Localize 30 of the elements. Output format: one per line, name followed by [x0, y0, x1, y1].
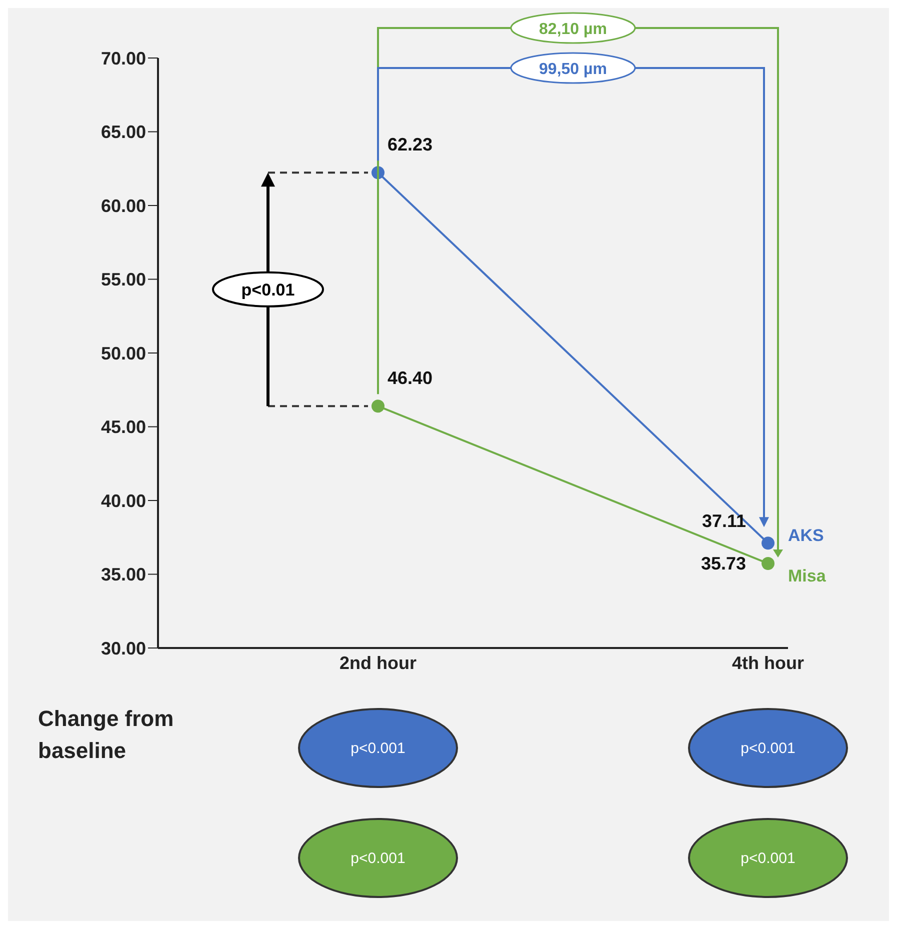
callout-oval: 82,10 µm	[510, 12, 636, 44]
annotation: p<0.01	[241, 280, 295, 300]
data-label: 37.11	[702, 511, 746, 532]
text: Change from baseline	[38, 705, 175, 765]
data-label: 62.23	[387, 134, 433, 155]
y-tick-label: 60.00	[100, 196, 146, 216]
y-tick-label: 50.00	[100, 343, 146, 364]
y-tick-label: 45.00	[100, 417, 146, 438]
text: p<0.001	[298, 818, 458, 898]
callout-oval: 99,50 µm	[510, 52, 636, 84]
text: p<0.001	[688, 708, 848, 788]
annotation: 99,50 µm	[539, 61, 607, 78]
y-tick-label: 70.00	[100, 48, 146, 68]
text: p<0.001	[688, 818, 848, 898]
x-tick-label: 4th hour	[732, 652, 804, 673]
data-label: 46.40	[387, 368, 433, 388]
y-tick-label: 65.00	[100, 122, 146, 142]
legend-label: Misa	[788, 566, 826, 586]
y-tick-label: 40.00	[100, 490, 146, 511]
y-tick-label: 30.00	[100, 638, 146, 658]
series-label: AKS	[788, 526, 824, 546]
y-tick-label: 55.00	[100, 270, 146, 290]
text: p<0.001	[298, 708, 458, 788]
data-label: 35.73	[700, 553, 746, 574]
point	[762, 556, 774, 570]
x-tick-label: 2nd hour	[340, 652, 416, 673]
point	[372, 400, 384, 413]
point	[762, 536, 774, 550]
y-tick-label: 35.00	[100, 564, 146, 585]
callout-oval: p<0.01	[212, 271, 324, 308]
